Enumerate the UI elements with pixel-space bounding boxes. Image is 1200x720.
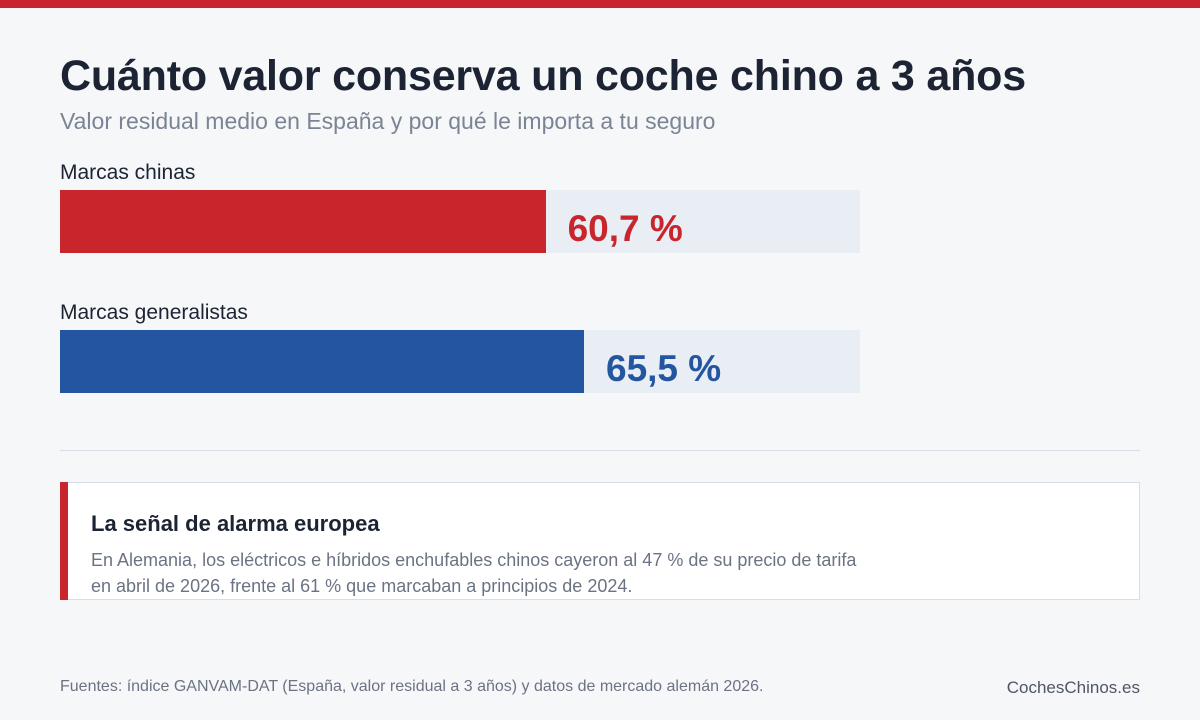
callout-text-line-2: en abril de 2026, frente al 61 % que mar…	[91, 576, 633, 596]
bar-marcas-chinas	[60, 190, 546, 253]
bar-marcas-generalistas	[60, 330, 584, 393]
bar-track-marcas-chinas: 60,7 %	[60, 190, 860, 253]
callout-accent-bar	[60, 482, 68, 600]
chart-title: Cuánto valor conserva un coche chino a 3…	[60, 52, 1026, 100]
footer-brand: CochesChinos.es	[1006, 678, 1140, 697]
footer-source: Fuentes: índice GANVAM-DAT (España, valo…	[60, 678, 764, 695]
callout-text-line-1: En Alemania, los eléctricos e híbridos e…	[91, 550, 857, 570]
callout-title: La señal de alarma europea	[91, 511, 380, 536]
category-label-marcas-generalistas: Marcas generalistas	[60, 301, 248, 324]
bar-track-marcas-generalistas: 65,5 %	[60, 330, 860, 393]
bar-group-marcas-generalistas: Marcas generalistas 65,5 %	[60, 300, 860, 393]
callout-text: En Alemania, los eléctricos e híbridos e…	[91, 547, 931, 599]
category-label-marcas-chinas: Marcas chinas	[60, 161, 196, 184]
alert-callout: La señal de alarma europea En Alemania, …	[60, 482, 1140, 600]
section-divider	[60, 450, 1140, 451]
value-label-marcas-generalistas: 65,5 %	[606, 348, 722, 389]
chart-subtitle: Valor residual medio en España y por qué…	[60, 108, 716, 134]
top-accent-bar	[0, 0, 1200, 8]
bar-group-marcas-chinas: Marcas chinas 60,7 %	[60, 160, 860, 253]
value-label-marcas-chinas: 60,7 %	[567, 208, 683, 249]
